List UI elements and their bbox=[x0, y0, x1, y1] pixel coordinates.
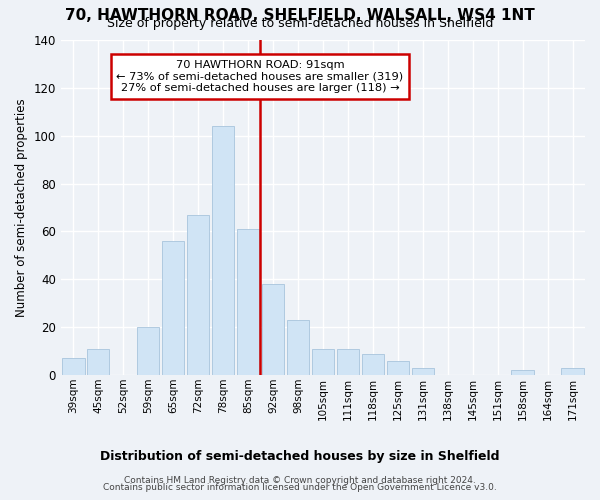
Bar bbox=[62, 358, 85, 375]
Bar bbox=[386, 360, 409, 375]
Bar bbox=[137, 327, 160, 375]
Text: Contains public sector information licensed under the Open Government Licence v3: Contains public sector information licen… bbox=[103, 484, 497, 492]
Bar bbox=[412, 368, 434, 375]
Bar bbox=[362, 354, 384, 375]
Text: 70, HAWTHORN ROAD, SHELFIELD, WALSALL, WS4 1NT: 70, HAWTHORN ROAD, SHELFIELD, WALSALL, W… bbox=[65, 8, 535, 22]
Bar bbox=[87, 349, 109, 375]
Y-axis label: Number of semi-detached properties: Number of semi-detached properties bbox=[15, 98, 28, 317]
Bar bbox=[237, 229, 259, 375]
Bar bbox=[212, 126, 234, 375]
Bar bbox=[287, 320, 309, 375]
Text: Size of property relative to semi-detached houses in Shelfield: Size of property relative to semi-detach… bbox=[107, 18, 493, 30]
Text: Contains HM Land Registry data © Crown copyright and database right 2024.: Contains HM Land Registry data © Crown c… bbox=[124, 476, 476, 485]
Bar bbox=[511, 370, 534, 375]
Bar bbox=[162, 241, 184, 375]
Bar bbox=[187, 214, 209, 375]
Text: 70 HAWTHORN ROAD: 91sqm
← 73% of semi-detached houses are smaller (319)
27% of s: 70 HAWTHORN ROAD: 91sqm ← 73% of semi-de… bbox=[116, 60, 404, 94]
Bar bbox=[311, 349, 334, 375]
Bar bbox=[262, 284, 284, 375]
Bar bbox=[337, 349, 359, 375]
Text: Distribution of semi-detached houses by size in Shelfield: Distribution of semi-detached houses by … bbox=[100, 450, 500, 463]
Bar bbox=[561, 368, 584, 375]
